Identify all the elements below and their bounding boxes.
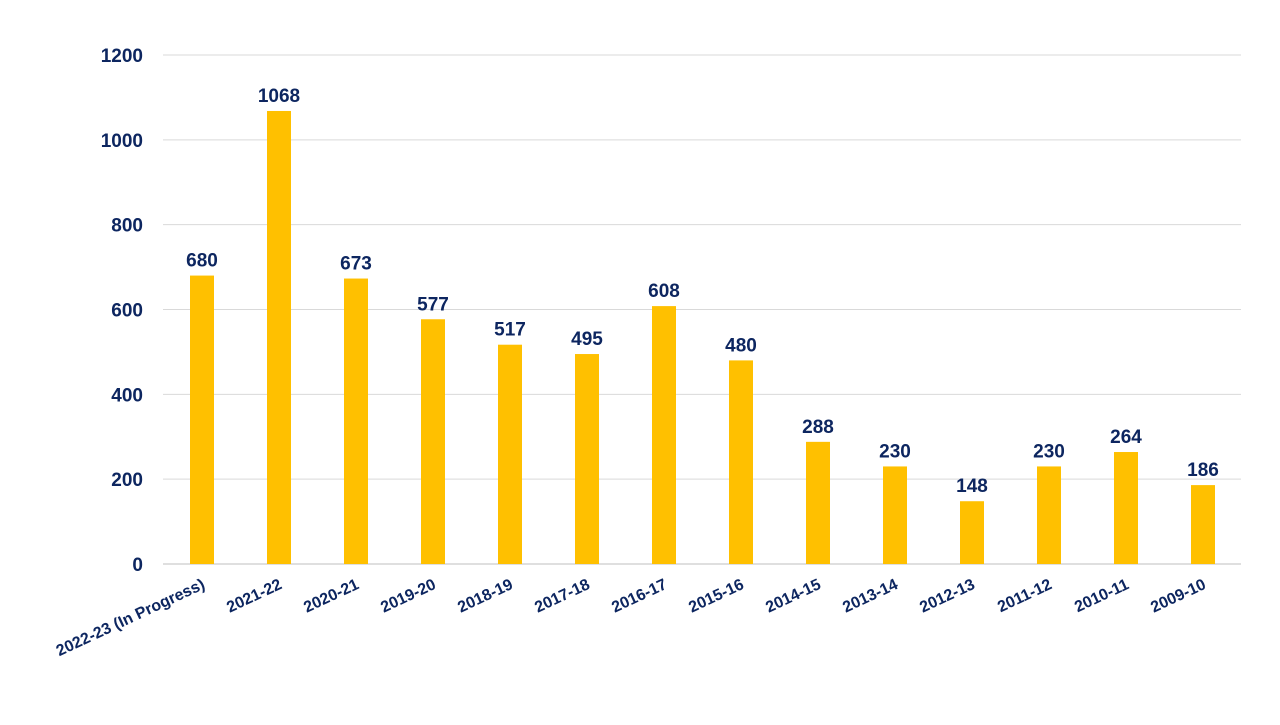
y-tick-label: 0 (132, 555, 143, 576)
y-tick-label: 400 (111, 385, 143, 406)
bar (267, 110, 291, 565)
data-label: 288 (802, 417, 834, 438)
data-label: 1068 (258, 86, 300, 107)
y-tick-label: 1200 (101, 46, 143, 67)
data-label: 480 (725, 335, 757, 356)
x-tick-label: 2009-10 (1148, 576, 1208, 616)
x-tick-label: 2022-23 (In Progress) (54, 576, 208, 660)
bar (1191, 485, 1215, 564)
y-tick-label: 600 (111, 301, 143, 322)
data-label: 608 (648, 281, 680, 302)
data-label: 680 (186, 251, 218, 272)
bar (1037, 466, 1061, 564)
y-tick-label: 800 (111, 216, 143, 237)
y-tick-label: 1000 (101, 131, 143, 152)
data-label: 230 (879, 441, 911, 462)
x-tick-label: 2015-16 (686, 576, 746, 616)
x-tick-label: 2017-18 (532, 576, 592, 616)
data-label: 148 (956, 476, 988, 497)
x-tick-label: 2021-22 (224, 576, 284, 616)
x-tick-label: 2019-20 (378, 576, 438, 616)
x-tick-label: 2012-13 (917, 576, 977, 616)
bar (883, 466, 907, 564)
data-label: 264 (1110, 427, 1142, 448)
bar (575, 354, 599, 564)
bar (190, 275, 214, 564)
bar (344, 278, 368, 564)
bar (421, 319, 445, 564)
data-label: 517 (494, 320, 526, 341)
data-label: 495 (571, 329, 603, 350)
data-label: 186 (1187, 460, 1219, 481)
bar (1114, 452, 1138, 564)
x-tick-label: 2014-15 (763, 576, 823, 616)
data-label: 577 (417, 294, 449, 315)
x-tick-label: 2016-17 (609, 576, 669, 616)
bar (806, 441, 830, 564)
bar (498, 344, 522, 564)
x-tick-label: 2011-12 (995, 576, 1055, 616)
bar (960, 501, 984, 564)
bar (729, 360, 753, 564)
x-tick-label: 2013-14 (840, 576, 900, 616)
x-tick-label: 2010-11 (1072, 576, 1132, 616)
y-tick-label: 200 (111, 470, 143, 491)
data-label: 230 (1033, 441, 1065, 462)
x-tick-label: 2018-19 (455, 576, 515, 616)
bar (652, 306, 676, 564)
data-label: 673 (340, 254, 372, 275)
x-tick-label: 2020-21 (301, 576, 361, 616)
